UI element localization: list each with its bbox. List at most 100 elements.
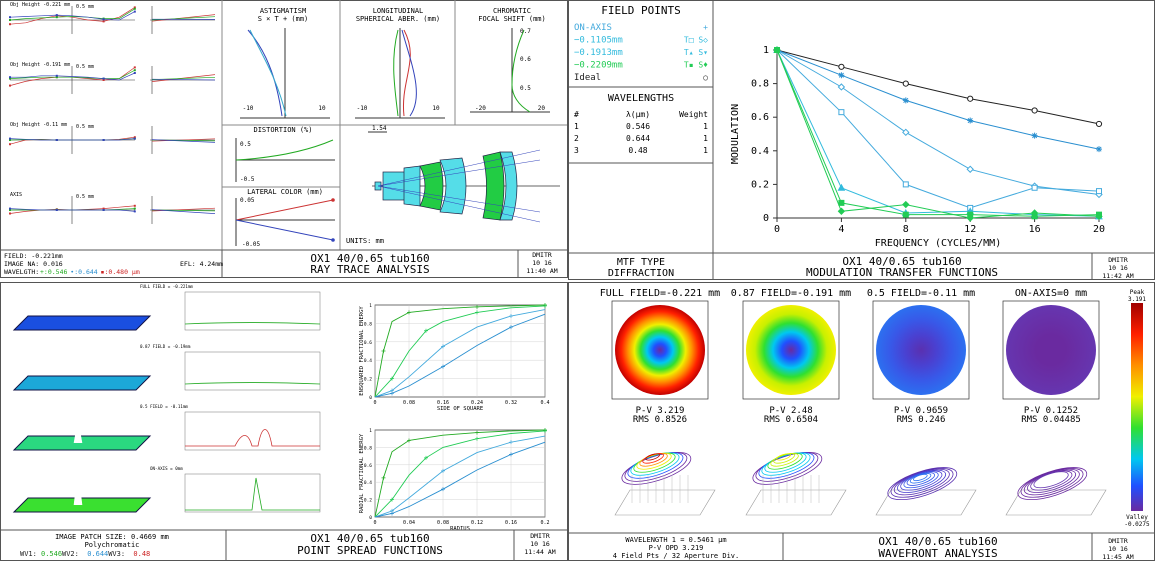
fan-marker bbox=[56, 75, 58, 77]
units-label: UNITS: mm bbox=[346, 237, 384, 245]
mtf-y-tick-label: 0.8 bbox=[751, 79, 769, 90]
wavefront-rms: RMS 0.6504 bbox=[764, 415, 818, 425]
mtf-point bbox=[839, 64, 844, 69]
chrom-tick: 0.5 bbox=[520, 85, 531, 92]
longit-tick: -10 bbox=[357, 105, 368, 112]
psf-footer-subtitle: POINT SPREAD FUNCTIONS bbox=[297, 544, 443, 557]
stamp-time: 11:45 AM bbox=[1102, 553, 1133, 561]
colorbar-valley-value: -0.0275 bbox=[1124, 521, 1150, 528]
wl-cell: 0.48 bbox=[628, 146, 647, 155]
stamp-date: 10 16 bbox=[532, 259, 552, 267]
efl-label: EFL: 4.24mm bbox=[180, 260, 223, 268]
energy-y-tick: 1 bbox=[369, 303, 372, 309]
distortion-title: DISTORTION (%) bbox=[253, 126, 312, 134]
energy-x-label: RADIUS bbox=[450, 526, 470, 532]
distortion-tick: -0.5 bbox=[240, 176, 255, 183]
fan-marker bbox=[9, 23, 11, 25]
energy-y-tick: 0.2 bbox=[364, 498, 372, 504]
mtf-type-value: DIFFRACTION bbox=[608, 268, 674, 279]
psf-surface-label: 0.87 FIELD = -0.19mm bbox=[140, 344, 191, 349]
fan-label: Obj Height -0.191 mm bbox=[10, 62, 70, 68]
wavefront-header: 0.87 FIELD=-0.191 mm bbox=[731, 288, 851, 299]
stamp-date: 10 16 bbox=[1108, 545, 1128, 553]
wl-header: Weight bbox=[679, 110, 708, 119]
psf-surface-label: 0.5 FIELD = -0.11mm bbox=[140, 404, 188, 409]
wavefront-map bbox=[1006, 305, 1096, 395]
longit-tick: 10 bbox=[432, 105, 440, 112]
stamp-user: DMITR bbox=[1108, 256, 1128, 264]
mtf-point bbox=[903, 182, 908, 187]
energy-x-tick: 0.04 bbox=[403, 520, 415, 526]
lens-element bbox=[404, 166, 420, 206]
wavelength-label: WAVELGTH: bbox=[4, 268, 39, 276]
stamp-time: 11:40 AM bbox=[526, 267, 557, 275]
mtf-border bbox=[569, 1, 1155, 280]
wl-cell: 1 bbox=[703, 134, 708, 143]
mtf-y-tick-label: 0.4 bbox=[751, 146, 769, 157]
distortion-tick: 0.5 bbox=[240, 141, 251, 148]
wl-cell: 2 bbox=[574, 134, 579, 143]
mtf-x-tick-label: 4 bbox=[838, 224, 844, 235]
fan-marker bbox=[134, 8, 136, 10]
stamp-time: 11:44 AM bbox=[524, 548, 555, 556]
fan-scale: 0.5 mm bbox=[76, 4, 94, 10]
wl-header: λ(μm) bbox=[626, 110, 650, 119]
mtf-y-label: MODULATION bbox=[730, 104, 741, 164]
mtf-x-label: FREQUENCY (CYCLES/MM) bbox=[875, 238, 1001, 249]
field-points-title: FIELD POINTS bbox=[601, 4, 680, 17]
wl-cell: 0.644 bbox=[626, 134, 650, 143]
energy-x-tick: 0.16 bbox=[505, 520, 517, 526]
lateral-marker bbox=[331, 198, 335, 202]
fan-marker bbox=[9, 85, 11, 87]
mtf-x-tick-label: 20 bbox=[1093, 224, 1105, 235]
wl-cell: 1 bbox=[703, 146, 708, 155]
ray-trace-panel: Obj Height -0.221 mm 0.5 mm Obj Height -0.… bbox=[0, 0, 568, 278]
fan-scale: 0.5 mm bbox=[76, 64, 94, 70]
mtf-point bbox=[1032, 108, 1037, 113]
fan-scale: 0.5 mm bbox=[76, 194, 94, 200]
fan-marker bbox=[9, 143, 11, 145]
field-info: FIELD: -0.221mm bbox=[4, 252, 63, 260]
wl-header: # bbox=[574, 110, 579, 119]
stamp-time: 11:42 AM bbox=[1102, 272, 1133, 280]
wavelength-legend-item: ▪:0.480 μm bbox=[101, 268, 140, 276]
fan-label: AXIS bbox=[10, 192, 22, 198]
astig-title: ASTIGMATISM bbox=[260, 7, 306, 15]
mtf-footer-subtitle: MODULATION TRANSFER FUNCTIONS bbox=[806, 266, 998, 279]
psf-wv-item: WV1: bbox=[20, 550, 37, 558]
fan-marker bbox=[9, 138, 11, 140]
mtf-point bbox=[1032, 133, 1038, 139]
psf-slice-frame bbox=[185, 352, 320, 390]
energy-y-tick: 0.4 bbox=[364, 480, 372, 486]
fan-label: Obj Height -0.221 mm bbox=[10, 2, 70, 8]
wavefront-map bbox=[746, 305, 836, 395]
mtf-point bbox=[967, 118, 973, 124]
chrom-title: CHROMATIC bbox=[493, 7, 531, 15]
stamp-user: DMITR bbox=[1108, 537, 1128, 545]
fan-marker bbox=[9, 16, 11, 18]
energy-y-tick: 0.6 bbox=[364, 463, 372, 469]
wavefront-footer-subtitle: WAVEFRONT ANALYSIS bbox=[878, 547, 997, 560]
wavefront-header: FULL FIELD=-0.221 mm bbox=[600, 288, 720, 299]
psf-slice-frame bbox=[185, 412, 320, 450]
astig-subtitle: S × T + (mm) bbox=[258, 15, 309, 23]
wavelength-info: WAVELENGTH 1 = 0.5461 μm bbox=[625, 536, 726, 544]
ray-trace-border bbox=[1, 1, 568, 278]
mtf-y-tick-label: 1 bbox=[763, 45, 769, 56]
energy-x-tick: 0.08 bbox=[437, 520, 449, 526]
mtf-x-tick-label: 0 bbox=[774, 224, 780, 235]
colorbar-peak-value: 3.191 bbox=[1128, 296, 1146, 303]
field-point-marks: T▪ S♦ bbox=[684, 61, 708, 70]
wavefront-map bbox=[876, 305, 966, 395]
wavefront-rms: RMS 0.246 bbox=[897, 415, 946, 425]
energy-y-tick: 0 bbox=[369, 515, 372, 521]
field-point-label: −0.1913mm bbox=[574, 48, 623, 58]
psf-wv-item: 0.546 bbox=[41, 550, 62, 558]
longit-title: LONGITUDINAL bbox=[373, 7, 424, 15]
chrom-tick: 0.7 bbox=[520, 28, 531, 35]
wl-cell: 0.546 bbox=[626, 122, 650, 131]
lateral-title: LATERAL COLOR (mm) bbox=[247, 188, 323, 196]
